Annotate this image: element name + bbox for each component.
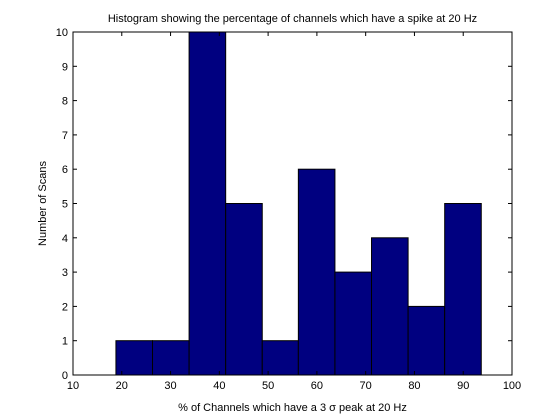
y-tick-label: 10 <box>56 27 68 39</box>
x-axis-label: % of Channels which have a 3 σ peak at 2… <box>178 402 407 414</box>
x-tick-label: 20 <box>116 380 128 392</box>
x-tick-label: 40 <box>213 380 225 392</box>
y-tick-label: 2 <box>62 301 68 313</box>
x-tick-label: 50 <box>262 380 274 392</box>
y-tick-label: 9 <box>62 61 68 73</box>
histogram-bar <box>297 168 336 376</box>
y-tick-label: 0 <box>62 370 68 382</box>
chart-title: Histogram showing the percentage of chan… <box>108 13 477 25</box>
x-tick-label: 30 <box>164 380 176 392</box>
ticks-group: 10 20 30 40 50 60 70 80 90 100 0 1 2 3 4 5 6 7 8 9 10 <box>56 27 521 392</box>
bars-group <box>115 31 482 376</box>
histogram-bar <box>152 340 190 376</box>
x-tick-label: 70 <box>360 380 372 392</box>
histogram-bar <box>334 271 373 376</box>
x-tick-label: 100 <box>503 380 521 392</box>
y-tick-label: 1 <box>62 336 68 348</box>
y-tick-label: 6 <box>62 164 68 176</box>
histogram-bar <box>407 305 446 376</box>
histogram-bar <box>188 31 227 376</box>
y-axis-label: Number of Scans <box>37 161 49 246</box>
x-tick-label: 80 <box>408 380 420 392</box>
x-tick-label: 90 <box>457 380 469 392</box>
histogram-bar <box>444 203 482 376</box>
y-tick-label: 5 <box>62 199 68 211</box>
x-tick-label: 60 <box>311 380 323 392</box>
y-tick-label: 7 <box>62 130 68 142</box>
y-tick-label: 3 <box>62 267 68 279</box>
y-tick-label: 8 <box>62 96 68 108</box>
plot-frame <box>72 31 513 376</box>
y-tick-label: 4 <box>62 233 68 245</box>
histogram-bar <box>225 203 263 376</box>
histogram-bar <box>371 237 409 376</box>
histogram-bar <box>115 340 154 376</box>
histogram-bar <box>261 340 299 376</box>
x-tick-label: 10 <box>67 380 79 392</box>
